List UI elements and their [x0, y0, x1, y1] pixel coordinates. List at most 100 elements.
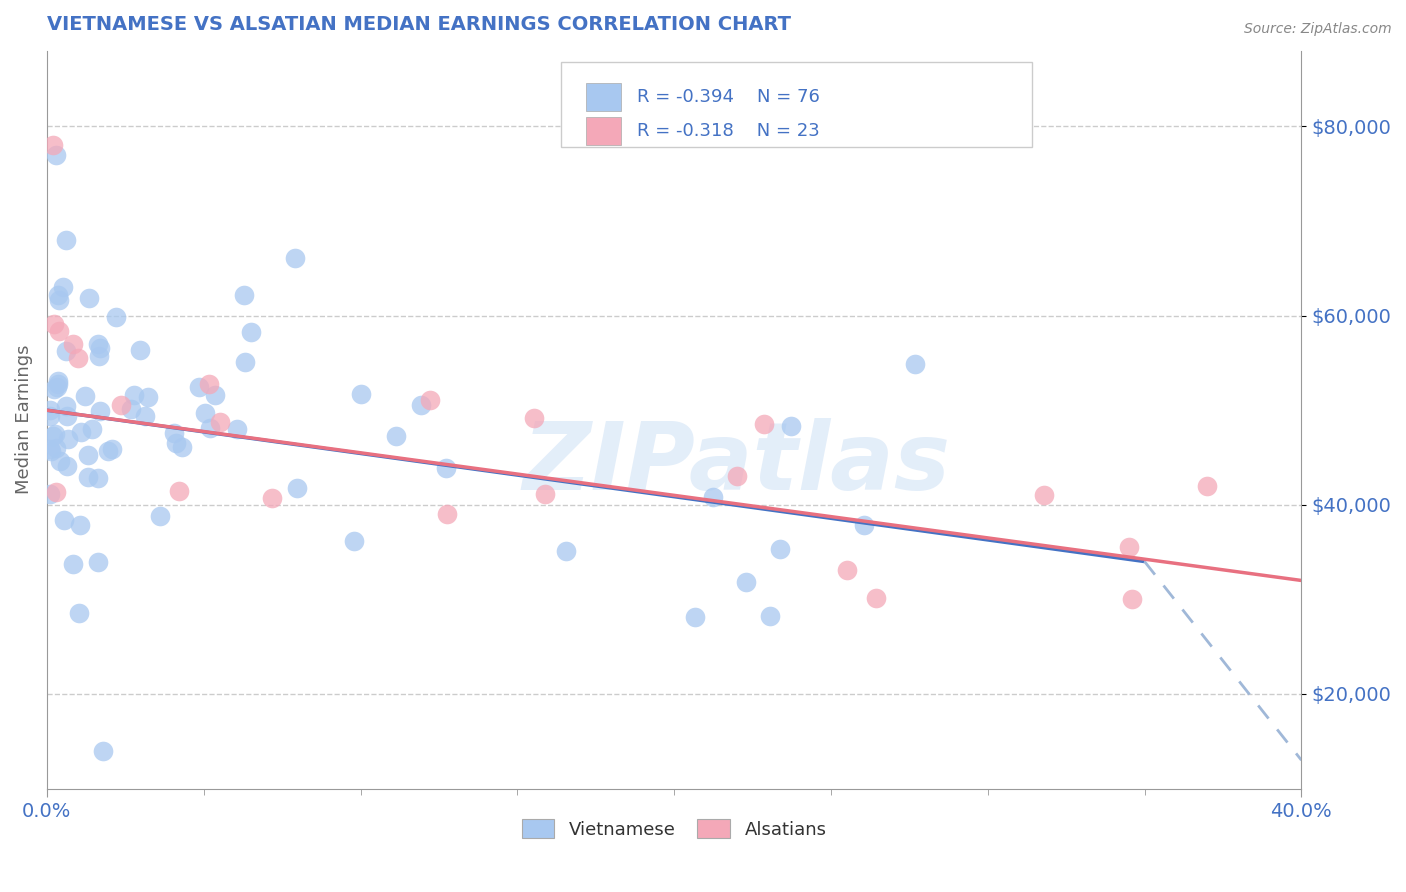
Text: ZIPatlas: ZIPatlas	[523, 418, 950, 510]
Point	[533, 486, 555, 500]
Point	[46, 288, 69, 302]
Point	[48, 293, 70, 307]
Point	[436, 508, 458, 522]
Point	[76, 448, 98, 462]
Point	[41, 429, 63, 443]
Point	[77, 291, 100, 305]
FancyBboxPatch shape	[561, 62, 1032, 147]
Text: R = -0.394    N = 76: R = -0.394 N = 76	[637, 87, 820, 105]
Point	[350, 386, 373, 401]
Point	[46, 380, 69, 394]
Point	[52, 513, 75, 527]
Point	[39, 442, 62, 456]
Point	[122, 388, 145, 402]
Point	[105, 310, 128, 325]
Point	[163, 426, 186, 441]
Point	[523, 411, 546, 425]
Point	[188, 380, 211, 394]
Point	[285, 481, 308, 495]
Point	[48, 374, 70, 388]
Point	[39, 409, 62, 423]
Point	[52, 280, 75, 294]
Point	[44, 427, 66, 442]
Point	[120, 401, 142, 416]
Point	[769, 542, 792, 557]
Point	[87, 349, 110, 363]
Point	[55, 343, 77, 358]
Legend: Vietnamese, Alsatians: Vietnamese, Alsatians	[515, 812, 834, 846]
Point	[77, 469, 100, 483]
Point	[62, 337, 84, 351]
Point	[110, 398, 132, 412]
Point	[136, 390, 159, 404]
Point	[725, 468, 748, 483]
Point	[89, 341, 111, 355]
Point	[555, 543, 578, 558]
Point	[208, 415, 231, 429]
Point	[200, 421, 222, 435]
Point	[56, 459, 79, 474]
Point	[149, 509, 172, 524]
Point	[70, 425, 93, 439]
Point	[67, 606, 90, 620]
Text: Source: ZipAtlas.com: Source: ZipAtlas.com	[1244, 22, 1392, 37]
Point	[165, 435, 187, 450]
Point	[226, 422, 249, 436]
Point	[56, 432, 79, 446]
Point	[55, 233, 77, 247]
Point	[87, 556, 110, 570]
Text: R = -0.318    N = 23: R = -0.318 N = 23	[637, 122, 820, 140]
Point	[759, 609, 782, 624]
Point	[39, 403, 62, 417]
Point	[89, 404, 111, 418]
Point	[1121, 592, 1143, 607]
Point	[44, 317, 66, 331]
Point	[44, 382, 66, 396]
Point	[434, 460, 457, 475]
Point	[42, 138, 65, 153]
Point	[46, 377, 69, 392]
Text: VIETNAMESE VS ALSATIAN MEDIAN EARNINGS CORRELATION CHART: VIETNAMESE VS ALSATIAN MEDIAN EARNINGS C…	[46, 15, 792, 34]
Point	[134, 409, 156, 424]
Point	[385, 428, 408, 442]
Point	[167, 484, 190, 499]
Point	[56, 409, 79, 423]
Point	[39, 487, 62, 501]
FancyBboxPatch shape	[586, 118, 621, 145]
Point	[260, 491, 283, 505]
Point	[343, 533, 366, 548]
Point	[93, 744, 115, 758]
Point	[39, 443, 62, 458]
Point	[97, 443, 120, 458]
Point	[240, 326, 263, 340]
Point	[129, 343, 152, 357]
Point	[45, 485, 67, 500]
Point	[87, 336, 110, 351]
Point	[683, 610, 706, 624]
Point	[865, 591, 887, 605]
Point	[55, 399, 77, 413]
Point	[284, 251, 307, 265]
Point	[1197, 479, 1219, 493]
Point	[837, 563, 859, 577]
Point	[233, 354, 256, 368]
Point	[852, 517, 875, 532]
Point	[62, 557, 84, 571]
Point	[1032, 487, 1054, 501]
Point	[419, 392, 441, 407]
Point	[48, 324, 70, 338]
Point	[233, 287, 256, 301]
Point	[86, 471, 108, 485]
Point	[80, 421, 103, 435]
Point	[45, 441, 67, 455]
Point	[49, 454, 72, 468]
Point	[198, 376, 221, 391]
FancyBboxPatch shape	[586, 83, 621, 111]
Point	[204, 387, 226, 401]
Point	[1118, 541, 1140, 555]
Point	[779, 419, 801, 434]
Point	[409, 398, 432, 412]
Point	[754, 417, 776, 431]
Point	[69, 518, 91, 533]
Point	[194, 406, 217, 420]
